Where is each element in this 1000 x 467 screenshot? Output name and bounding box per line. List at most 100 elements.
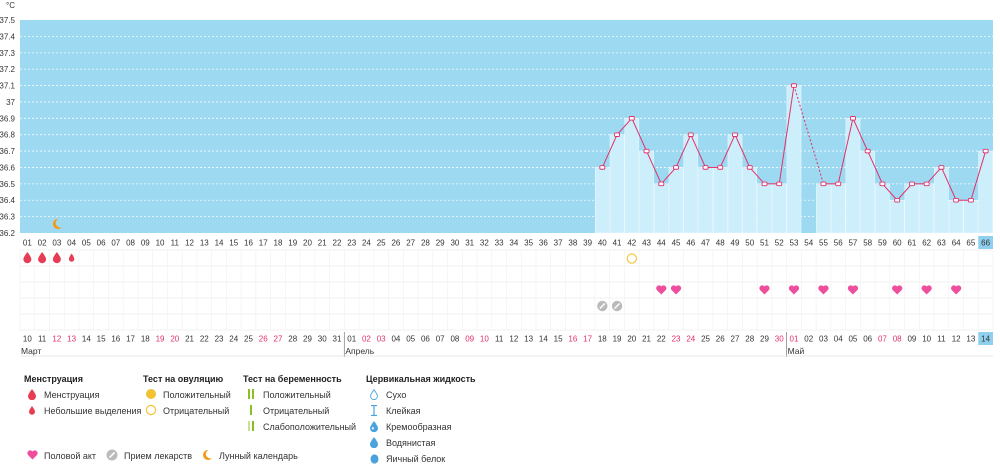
cycle-day-label: 13 (200, 239, 209, 248)
legend-menstruation-label: Менструация (44, 390, 100, 400)
date-label: 21 (642, 335, 651, 344)
legend-cervical-sticky: Клейкая (366, 403, 476, 419)
cycle-day-label: 15 (229, 239, 238, 248)
date-label: 04 (834, 335, 843, 344)
ovulation-negative-icon (626, 253, 637, 264)
temperature-point (746, 165, 753, 170)
legend-menstruation-title: Менструация (24, 374, 83, 384)
legend-cervical-creamy: Кремообразная (366, 419, 476, 435)
month-label: Май (788, 346, 805, 356)
date-label: 12 (52, 335, 61, 344)
heart-icon (818, 285, 829, 295)
cycle-day-label: 35 (524, 239, 533, 248)
date-label: 10 (480, 335, 489, 344)
temperature-point (938, 165, 945, 170)
heart-icon (759, 285, 770, 295)
date-label: 23 (215, 335, 224, 344)
legend-pregnancy-weak-label: Слабоположительный (263, 422, 357, 432)
temperature-line (631, 118, 648, 152)
legend-lunar-label: Лунный календарь (219, 451, 298, 461)
small-drop-icon (68, 253, 75, 262)
cycle-day-label: 55 (819, 239, 828, 248)
legend-cervical-sticky-label: Клейкая (386, 406, 421, 416)
date-label: 17 (583, 335, 592, 344)
date-label: 07 (436, 335, 445, 344)
temperature-line (616, 117, 633, 136)
moon-icon (199, 449, 215, 463)
date-label: 14 (82, 335, 91, 344)
cycle-day-row (20, 236, 993, 249)
date-label: 22 (657, 335, 666, 344)
date-label: 08 (450, 335, 459, 344)
cycle-day-label: 28 (421, 239, 430, 248)
cycle-day-label: 06 (97, 239, 106, 248)
cycle-day-label: 66 (981, 239, 990, 248)
temperature-line (837, 118, 854, 184)
temperature-point (614, 132, 621, 137)
cycle-day-label: 63 (937, 239, 946, 248)
temperature-bar (683, 134, 699, 234)
sticky-icon (366, 404, 382, 418)
temperature-line (660, 167, 677, 185)
date-label: 04 (391, 335, 400, 344)
date-label: 05 (406, 335, 415, 344)
date-label: 25 (701, 335, 710, 344)
cycle-day-label: 33 (495, 239, 504, 248)
temperature-line (882, 183, 898, 201)
temperature-bar (919, 183, 934, 234)
cycle-day-label: 56 (834, 239, 843, 248)
cycle-day-label: 61 (907, 239, 916, 248)
date-label: 06 (863, 335, 872, 344)
cycle-day-label: 41 (613, 239, 622, 248)
cycle-day-label: 22 (333, 239, 342, 248)
temperature-point (732, 132, 738, 137)
water-drop-icon (366, 436, 382, 450)
date-label: 15 (554, 335, 563, 344)
temperature-bar (904, 183, 920, 234)
outline-drop-icon (366, 388, 382, 402)
temperature-line (778, 85, 795, 184)
legend-pregnancy-negative-label: Отрицательный (263, 406, 330, 416)
temperature-point (599, 165, 606, 170)
legend-cervical-dry-label: Сухо (386, 390, 407, 400)
temperature-bar (668, 167, 684, 234)
temperature-bar (889, 200, 905, 234)
temperature-bar (875, 183, 890, 234)
heart-icon (892, 285, 903, 295)
date-label: 03 (377, 335, 386, 344)
cycle-day-label: 65 (966, 239, 975, 248)
current-date-highlight (978, 332, 993, 345)
date-label: 11 (937, 335, 946, 344)
temperature-bar (609, 134, 625, 234)
temperature-point (864, 148, 871, 154)
temperature-point (628, 116, 635, 121)
cycle-day-label: 39 (583, 239, 592, 248)
cycle-day-label: 51 (760, 239, 769, 248)
temperature-point (849, 116, 856, 121)
cycle-day-label: 54 (804, 239, 813, 248)
date-label: 14 (981, 335, 990, 344)
temperature-bar (757, 183, 772, 234)
pill-icon-stroke (599, 302, 606, 310)
legend-cervical-eggwhite: Яичный белок (366, 451, 476, 467)
cycle-day-label: 11 (171, 239, 180, 248)
y-tick-label: 37.5 (0, 16, 16, 25)
legend-pregnancy-positive-label: Положительный (263, 390, 331, 400)
temperature-bar (595, 167, 610, 234)
temperature-point (687, 132, 694, 137)
cycle-day-label: 27 (406, 239, 415, 248)
legend-ovulation-negative-label: Отрицательный (163, 406, 230, 416)
y-tick-label: 36.3 (0, 213, 16, 222)
date-label: 01 (790, 335, 799, 344)
date-label: 29 (303, 335, 312, 344)
blood-drop-icon (24, 388, 40, 402)
date-label: 15 (97, 335, 106, 344)
temperature-bar (624, 118, 640, 234)
cycle-day-label: 04 (67, 239, 76, 248)
temperature-bar (786, 85, 802, 234)
legend-ovulation-negative: Отрицательный (143, 403, 231, 419)
cycle-day-label: 40 (598, 239, 607, 248)
temperature-point (820, 181, 827, 187)
small-drop-icon (24, 405, 40, 417)
cycle-day-label: 34 (509, 239, 518, 248)
